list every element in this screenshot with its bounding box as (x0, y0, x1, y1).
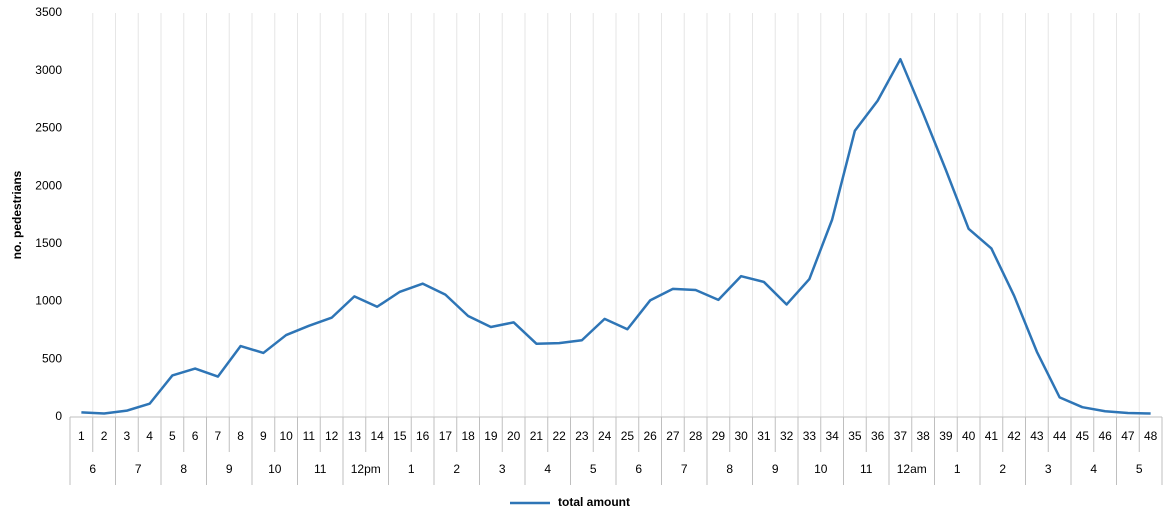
x-group-label: 6 (635, 462, 642, 476)
x-tick-label: 20 (507, 429, 521, 443)
x-tick-label: 17 (439, 429, 453, 443)
x-group-label: 12pm (351, 462, 381, 476)
x-group-label: 10 (814, 462, 828, 476)
x-tick-label: 19 (484, 429, 498, 443)
x-tick-label: 3 (124, 429, 131, 443)
y-tick-label: 3500 (35, 5, 62, 19)
x-group-label: 4 (544, 462, 551, 476)
x-group-label: 3 (1045, 462, 1052, 476)
x-group-label: 11 (314, 462, 327, 476)
x-group-label: 12am (897, 462, 927, 476)
x-tick-label: 33 (803, 429, 817, 443)
x-group-label: 7 (135, 462, 142, 476)
x-tick-label: 34 (825, 429, 839, 443)
x-tick-label: 5 (169, 429, 176, 443)
x-tick-label: 42 (1007, 429, 1021, 443)
x-tick-label: 8 (237, 429, 244, 443)
x-tick-label: 35 (848, 429, 862, 443)
line (81, 57, 1151, 415)
x-tick-label: 36 (871, 429, 885, 443)
y-tick-label: 1500 (35, 236, 62, 250)
x-tick-label: 24 (598, 429, 612, 443)
x-group-label: 3 (499, 462, 506, 476)
x-tick-label: 47 (1121, 429, 1135, 443)
x-tick-label: 40 (962, 429, 976, 443)
x-group-label: 9 (226, 462, 233, 476)
x-tick-label: 25 (621, 429, 635, 443)
x-tick-label: 43 (1030, 429, 1044, 443)
x-group-label: 11 (860, 462, 873, 476)
x-tick-label: 29 (712, 429, 726, 443)
x-group-label: 10 (268, 462, 282, 476)
x-tick-label: 11 (303, 429, 316, 443)
x-tick-label: 46 (1098, 429, 1112, 443)
y-tick-label: 500 (42, 351, 62, 365)
x-tick-label: 44 (1053, 429, 1067, 443)
x-tick-label: 23 (575, 429, 589, 443)
x-group-label: 8 (180, 462, 187, 476)
y-tick-label: 2000 (35, 178, 62, 192)
x-group-label: 1 (954, 462, 961, 476)
x-group-label: 8 (726, 462, 733, 476)
x-tick-label: 18 (461, 429, 475, 443)
x-tick-label: 15 (393, 429, 407, 443)
x-tick-label: 6 (192, 429, 199, 443)
x-tick-label: 30 (734, 429, 748, 443)
y-tick-label: 2500 (35, 121, 62, 135)
x-group-label: 7 (681, 462, 688, 476)
x-tick-label: 31 (757, 429, 771, 443)
x-tick-label: 10 (279, 429, 293, 443)
x-group-label: 6 (89, 462, 96, 476)
x-group-label: 4 (1090, 462, 1097, 476)
x-tick-label: 1 (78, 429, 85, 443)
y-tick-label: 0 (55, 409, 62, 423)
y-tick-label: 1000 (35, 294, 62, 308)
x-group-label: 2 (453, 462, 460, 476)
x-tick-label: 32 (780, 429, 794, 443)
x-tick-label: 28 (689, 429, 703, 443)
x-tick-label: 45 (1076, 429, 1090, 443)
x-tick-label: 22 (552, 429, 566, 443)
x-tick-label: 14 (370, 429, 384, 443)
x-tick-label: 39 (939, 429, 953, 443)
y-axis-label: no. pedestrians (10, 170, 24, 259)
x-tick-label: 7 (215, 429, 222, 443)
x-group-label: 5 (1136, 462, 1143, 476)
x-group-label: 2 (999, 462, 1006, 476)
x-tick-label: 27 (666, 429, 680, 443)
x-tick-label: 41 (985, 429, 999, 443)
y-tick-label: 3000 (35, 63, 62, 77)
x-tick-label: 38 (916, 429, 930, 443)
x-tick-label: 13 (348, 429, 362, 443)
x-tick-label: 2 (101, 429, 108, 443)
x-tick-label: 16 (416, 429, 430, 443)
x-tick-label: 48 (1144, 429, 1158, 443)
x-tick-label: 4 (146, 429, 153, 443)
legend-label: total amount (558, 495, 630, 509)
x-group-label: 1 (408, 462, 415, 476)
x-tick-label: 21 (530, 429, 544, 443)
x-tick-label: 37 (894, 429, 908, 443)
x-group-label: 5 (590, 462, 597, 476)
x-group-label: 9 (772, 462, 779, 476)
x-tick-label: 12 (325, 429, 339, 443)
x-tick-label: 9 (260, 429, 267, 443)
x-tick-label: 26 (643, 429, 657, 443)
